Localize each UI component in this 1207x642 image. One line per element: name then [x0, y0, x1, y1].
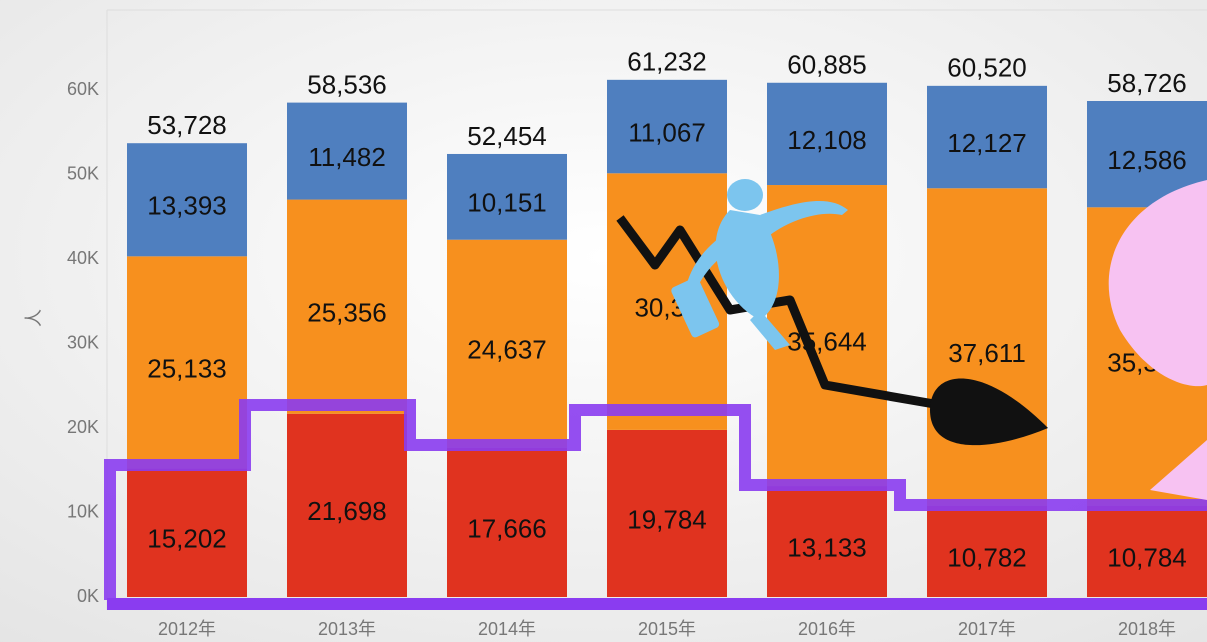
y-axis-label: 人 [24, 309, 44, 327]
data-label: 10,784 [1107, 542, 1187, 572]
total-label: 61,232 [627, 47, 707, 77]
total-label: 52,454 [467, 121, 547, 151]
total-label: 53,728 [147, 110, 227, 140]
data-label: 13,393 [147, 191, 227, 221]
chart: 人 0K 10K 20K 30K 40K 50K 60K 2012年 15,202 25,133 1… [0, 0, 1207, 642]
y-tick-label: 60K [67, 79, 99, 99]
data-label: 25,133 [147, 353, 227, 383]
y-tick-label: 40K [67, 248, 99, 268]
data-label: 13,133 [787, 532, 867, 562]
data-label: 10,151 [467, 188, 547, 218]
x-tick-label: 2018年 [1118, 619, 1176, 639]
y-tick-label: 50K [67, 163, 99, 183]
data-label: 11,482 [308, 142, 386, 172]
y-tick-label: 30K [67, 332, 99, 352]
data-label: 24,637 [467, 335, 547, 365]
data-label: 25,356 [307, 298, 387, 328]
data-label: 11,067 [628, 117, 706, 147]
data-label: 15,202 [147, 524, 227, 554]
x-tick-label: 2014年 [478, 619, 536, 639]
data-label: 12,127 [947, 128, 1027, 158]
total-label: 60,520 [947, 53, 1027, 83]
total-label: 60,885 [787, 50, 867, 80]
data-label: 17,666 [467, 513, 547, 543]
total-label: 58,726 [1107, 68, 1187, 98]
y-tick-label: 10K [67, 501, 99, 521]
y-tick-label: 20K [67, 417, 99, 437]
data-label: 12,586 [1107, 145, 1187, 175]
x-tick-label: 2013年 [318, 619, 376, 639]
x-tick-label: 2012年 [158, 619, 216, 639]
x-tick-label: 2015年 [638, 619, 696, 639]
data-label: 19,784 [627, 504, 707, 534]
x-tick-label: 2016年 [798, 619, 856, 639]
total-label: 58,536 [307, 69, 387, 99]
data-label: 12,108 [787, 125, 867, 155]
y-tick-label: 0K [77, 586, 99, 606]
data-label: 37,611 [948, 338, 1026, 368]
data-label: 21,698 [307, 496, 387, 526]
x-tick-label: 2017年 [958, 619, 1016, 639]
data-label: 10,782 [947, 542, 1027, 572]
